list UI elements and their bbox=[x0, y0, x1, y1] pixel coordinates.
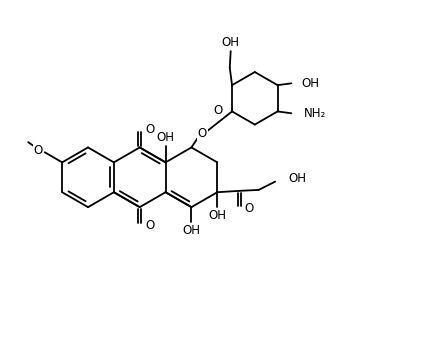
Text: O: O bbox=[145, 122, 155, 135]
Text: O: O bbox=[145, 219, 155, 232]
Text: O: O bbox=[198, 127, 207, 140]
Text: OH: OH bbox=[288, 173, 307, 186]
Text: O: O bbox=[245, 202, 254, 215]
Text: OH: OH bbox=[182, 224, 200, 237]
Text: OH: OH bbox=[222, 36, 240, 49]
Text: O: O bbox=[34, 144, 43, 157]
Text: OH: OH bbox=[156, 131, 175, 144]
Text: O: O bbox=[214, 104, 223, 117]
Text: OH: OH bbox=[208, 209, 226, 222]
Text: OH: OH bbox=[301, 77, 320, 90]
Text: NH₂: NH₂ bbox=[304, 107, 326, 120]
